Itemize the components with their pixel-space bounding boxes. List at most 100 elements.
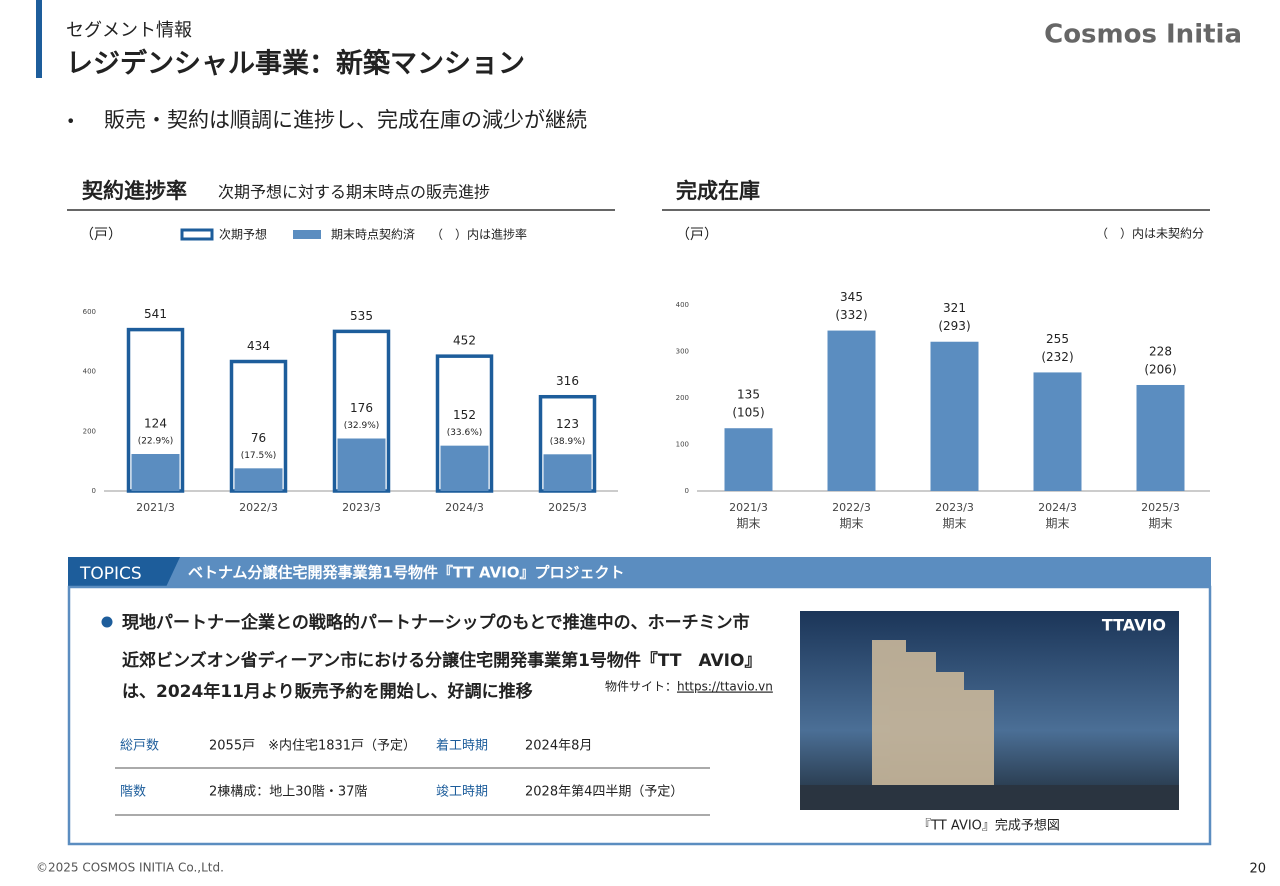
- unsold-label: (293): [938, 319, 970, 333]
- logo: Cosmos Initia: [1044, 20, 1242, 50]
- copyright: ©2025 COSMOS INITIA Co.,Ltd.: [36, 861, 224, 875]
- value-label: 434: [247, 339, 270, 353]
- title: レジデンシャル事業：新築マンション: [66, 48, 525, 80]
- table-cell: 2055戸 ※内住宅1831戸（予定）: [209, 738, 416, 754]
- note: （ ）内は未契約分: [1096, 226, 1204, 241]
- unsold-label: (332): [835, 308, 867, 322]
- topics-tag-bg: [68, 557, 180, 587]
- bar: [337, 438, 386, 491]
- unit: （戸）: [676, 227, 718, 243]
- x-tick-label: 2022/3: [832, 501, 871, 514]
- bullet: 販売・契約は順調に進捗し、完成在庫の減少が継続: [104, 108, 587, 132]
- x-tick-label: 2025/3: [1141, 501, 1180, 514]
- bar: [543, 454, 592, 491]
- bar: [930, 341, 979, 491]
- y-tick-label: 600: [83, 308, 96, 316]
- ground: [800, 785, 1179, 810]
- rate-label: (17.5%): [241, 451, 277, 461]
- topics-frame: [67, 585, 1212, 846]
- bar: [1033, 372, 1082, 491]
- value-label: 316: [556, 374, 579, 388]
- bar: [827, 330, 876, 491]
- value-label: 176: [350, 401, 373, 415]
- value-label: 255: [1046, 332, 1069, 346]
- chart-title: 契約進捗率: [81, 179, 187, 203]
- x-tick-suffix: 期末: [1148, 517, 1172, 531]
- bar: [440, 445, 489, 491]
- topics-heading: ベトナム分譲住宅開発事業第1号物件『TT AVIO』プロジェクト: [188, 564, 625, 582]
- accent-bar: [36, 0, 42, 78]
- unsold-label: (232): [1041, 350, 1073, 364]
- legend-swatch: [293, 230, 321, 239]
- legend-label: 期末時点契約済: [331, 227, 415, 242]
- section: セグメント情報: [66, 20, 192, 41]
- bar: [131, 454, 180, 491]
- value-label: 541: [144, 307, 167, 321]
- site-label: 物件サイト：: [605, 680, 677, 694]
- value-label: 321: [943, 301, 966, 315]
- value-label: 135: [737, 388, 760, 402]
- bullet-dot: [101, 616, 113, 628]
- table-cell: 竣工時期: [436, 785, 488, 800]
- y-tick-label: 0: [685, 487, 689, 495]
- x-tick-label: 2021/3: [136, 501, 175, 514]
- table-cell: 2028年第4四半期（予定）: [525, 785, 683, 800]
- topics-line: は、2024年11月より販売予約を開始し、好調に推移: [122, 681, 533, 702]
- legend-label: 次期予想: [219, 227, 267, 242]
- rate-label: (33.6%): [447, 428, 483, 438]
- value-label: 345: [840, 290, 863, 304]
- page-number: 20: [1249, 862, 1266, 877]
- value-label: 152: [453, 408, 476, 422]
- caption: 『TT AVIO』完成予想図: [918, 818, 1060, 834]
- bar: [724, 428, 773, 491]
- table-cell: 着工時期: [436, 738, 488, 754]
- site-link[interactable]: https://ttavio.vn: [677, 680, 773, 694]
- y-tick-label: 400: [676, 301, 689, 309]
- bullet-mark: •: [66, 112, 75, 131]
- y-tick-label: 0: [92, 487, 96, 495]
- value-label: 76: [251, 431, 266, 445]
- note: （ ）内は進捗率: [431, 227, 527, 242]
- value-label: 123: [556, 417, 579, 431]
- x-tick-label: 2023/3: [342, 501, 381, 514]
- x-tick-suffix: 期末: [839, 517, 863, 531]
- y-tick-label: 400: [83, 368, 96, 376]
- towers: [872, 640, 994, 790]
- x-tick-label: 2022/3: [239, 501, 278, 514]
- table-cell: 総戸数: [120, 739, 159, 754]
- x-tick-suffix: 期末: [1045, 517, 1069, 531]
- chart-subtitle: 次期予想に対する期末時点の販売進捗: [218, 183, 490, 202]
- rate-label: (38.9%): [550, 437, 586, 447]
- image-logo: TTAVIO: [1102, 616, 1166, 635]
- value-label: 452: [453, 334, 476, 348]
- y-tick-label: 300: [676, 348, 689, 356]
- value-label: 228: [1149, 344, 1172, 358]
- x-tick-label: 2024/3: [445, 501, 484, 514]
- bar: [234, 468, 283, 491]
- x-tick-label: 2024/3: [1038, 501, 1077, 514]
- table-cell: 2024年8月: [525, 739, 592, 754]
- topics-line: 近郊ビンズオン省ディーアン市における分譲住宅開発事業第1号物件『TT AVIO』: [122, 650, 761, 671]
- rate-label: (32.9%): [344, 421, 380, 431]
- topics-band: [68, 557, 1211, 587]
- bar: [1136, 384, 1185, 491]
- x-tick-label: 2025/3: [548, 501, 587, 514]
- chart-title: 完成在庫: [676, 179, 760, 203]
- y-tick-label: 100: [676, 441, 689, 449]
- value-label: 535: [350, 309, 373, 323]
- table-cell: 2棟構成：地上30階・37階: [209, 785, 367, 800]
- rate-label: (22.9%): [138, 437, 174, 447]
- x-tick-suffix: 期末: [942, 517, 966, 531]
- table-cell: 階数: [120, 785, 146, 800]
- x-tick-label: 2023/3: [935, 501, 974, 514]
- unsold-label: (105): [732, 406, 764, 420]
- legend-swatch: [180, 228, 214, 241]
- unit: （戸）: [80, 227, 122, 243]
- y-tick-label: 200: [83, 427, 96, 435]
- x-tick-suffix: 期末: [736, 517, 760, 531]
- topics-line: 現地パートナー企業との戦略的パートナーシップのもとで推進中の、ホーチミン市: [122, 612, 750, 633]
- topics-tag: TOPICS: [79, 564, 142, 584]
- unsold-label: (206): [1144, 362, 1176, 376]
